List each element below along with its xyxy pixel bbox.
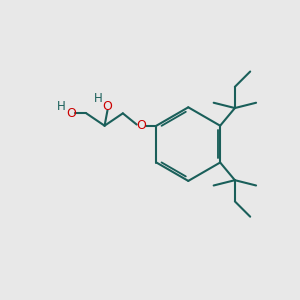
Text: H: H bbox=[57, 100, 66, 113]
Text: O: O bbox=[103, 100, 112, 113]
Text: H: H bbox=[94, 92, 103, 105]
Text: O: O bbox=[136, 119, 146, 132]
Text: O: O bbox=[66, 107, 76, 120]
